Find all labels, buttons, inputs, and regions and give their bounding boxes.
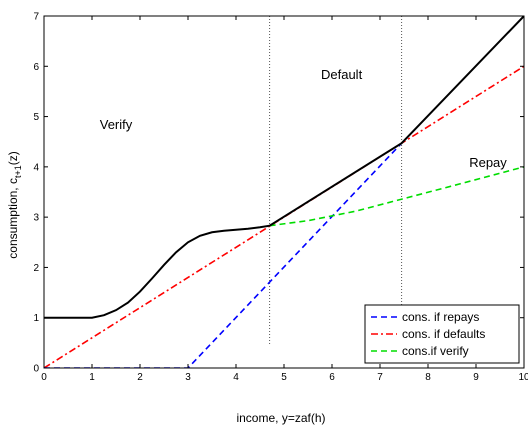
region-annotations: Verify Default Repay (100, 67, 508, 170)
series-line-cons-if-defaults (44, 65, 524, 368)
y-tick-label: 1 (33, 313, 39, 324)
x-tick-label: 3 (185, 372, 191, 383)
legend-entry-label: cons. if repays (402, 310, 479, 324)
legend-entry-label: cons. if defaults (402, 327, 485, 341)
x-tick-label: 1 (89, 372, 95, 383)
y-tick-label: 2 (33, 263, 39, 274)
x-tick-label: 2 (137, 372, 143, 383)
y-tick-label: 4 (33, 162, 39, 173)
y-tick-label: 3 (33, 213, 39, 224)
x-tick-label: 8 (425, 372, 431, 383)
series-line-cons-if-repays (44, 142, 403, 368)
region-label-repay: Repay (469, 155, 507, 170)
y-tick-label: 6 (33, 62, 39, 73)
region-label-verify: Verify (100, 117, 133, 132)
x-tick-label: 10 (518, 372, 528, 383)
plot-area (44, 16, 524, 368)
x-tick-label: 6 (329, 372, 335, 383)
y-tick-label: 7 (33, 12, 39, 23)
x-tick-label: 0 (41, 372, 47, 383)
series-line-consumption-envelope (44, 16, 524, 319)
y-tick-label: 5 (33, 112, 39, 123)
legend: cons. if repays cons. if defaults cons.if … (364, 304, 520, 364)
x-tick-label: 9 (473, 372, 479, 383)
y-axis-label: consumption, ct+1(z) (6, 151, 23, 258)
x-axis-label: income, y=zaf(h) (236, 411, 325, 425)
y-axis-label-main: consumption, c (6, 178, 20, 259)
series-line-cons-if-verify (269, 166, 524, 227)
axis-ticks: 0 1 2 3 4 5 6 7 8 9 10 0 1 2 3 4 5 6 7 (33, 12, 528, 384)
y-axis-label-tail: (z) (6, 151, 20, 165)
y-tick-label: 0 (33, 364, 39, 375)
x-tick-label: 4 (233, 372, 239, 383)
region-label-default: Default (321, 67, 363, 82)
y-axis-label-subscript: t+1 (13, 165, 23, 178)
x-tick-label: 5 (281, 372, 287, 383)
legend-entry-label: cons.if verify (402, 344, 469, 358)
x-tick-label: 7 (377, 372, 383, 383)
